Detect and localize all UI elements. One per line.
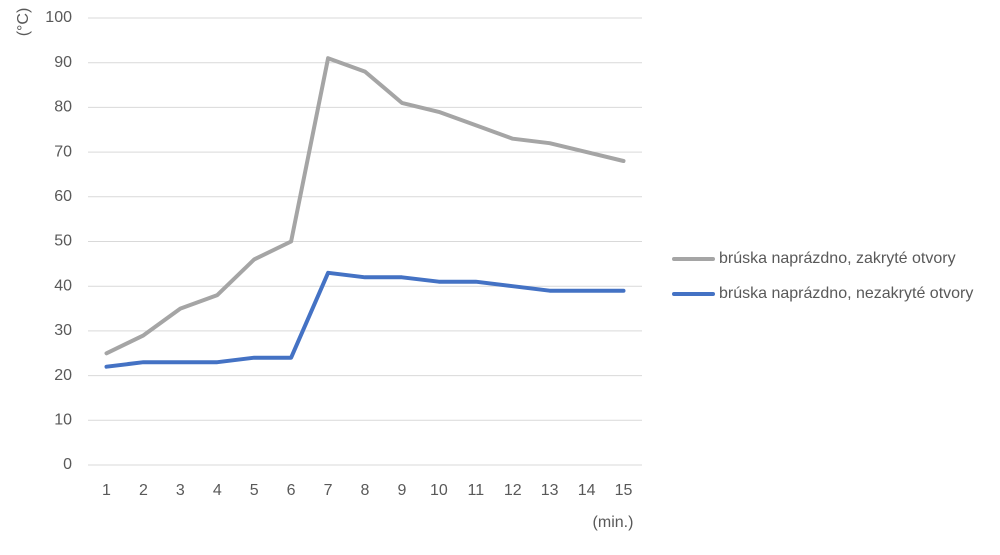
x-tick-label: 4: [213, 482, 222, 499]
x-tick-label: 3: [176, 482, 185, 499]
x-tick-label: 13: [541, 482, 559, 499]
x-tick-label: 11: [467, 482, 484, 499]
x-tick-label: 9: [397, 482, 406, 499]
legend-label-2: brúska naprázdno, nezakryté otvory: [719, 285, 973, 302]
y-tick-label: 80: [54, 99, 72, 116]
y-tick-label: 100: [45, 9, 72, 26]
x-tick-label: 10: [430, 482, 448, 499]
y-tick-label: 60: [54, 188, 72, 205]
x-tick-label: 15: [615, 482, 633, 499]
legend-label-1: brúska naprázdno, zakryté otvory: [719, 250, 956, 267]
y-axis-title: (°C): [15, 8, 32, 37]
y-axis-ticks: 0 10 20 30 40 50 60 70 80 90 100: [45, 9, 72, 473]
x-tick-label: 6: [287, 482, 296, 499]
x-tick-label: 2: [139, 482, 148, 499]
series-lines: [106, 58, 623, 367]
x-tick-label: 12: [504, 482, 522, 499]
y-tick-label: 90: [54, 54, 72, 71]
series-line-1: [107, 58, 624, 353]
legend: brúska naprázdno, zakryté otvory brúska n…: [674, 250, 973, 302]
series-line-2: [107, 273, 624, 367]
x-tick-label: 14: [578, 482, 596, 499]
x-tick-label: 7: [324, 482, 333, 499]
gridlines: [88, 18, 642, 465]
y-tick-label: 0: [63, 456, 72, 473]
y-tick-label: 40: [54, 277, 72, 294]
y-tick-label: 10: [54, 412, 72, 429]
y-tick-label: 30: [54, 322, 72, 339]
x-tick-label: 1: [102, 482, 111, 499]
y-tick-label: 70: [54, 143, 72, 160]
x-tick-label: 8: [361, 482, 370, 499]
x-axis-title: (min.): [593, 514, 634, 531]
x-tick-label: 5: [250, 482, 259, 499]
y-tick-label: 50: [54, 233, 72, 250]
y-tick-label: 20: [54, 367, 72, 384]
